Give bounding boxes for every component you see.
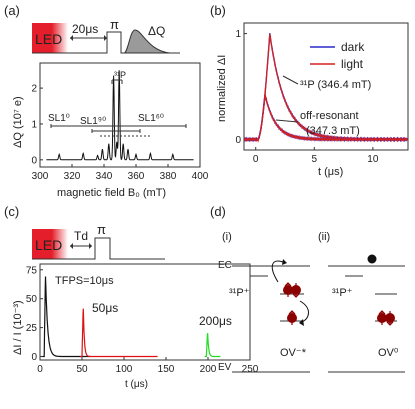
plot-b-frame bbox=[243, 22, 409, 151]
ov0-label: OV⁰ bbox=[378, 347, 399, 359]
energy-diagram: (i) (ii) EC EV ³¹P⁺ OV⁻* ³¹P⁺ OV⁰ bbox=[218, 231, 405, 373]
dq-label: ΔQ bbox=[148, 24, 165, 38]
delay-label: 20μs bbox=[72, 22, 98, 36]
x-tick-label: 10 bbox=[367, 154, 379, 165]
panel-label-b: (b) bbox=[210, 3, 226, 18]
annotation-50us: 50μs bbox=[92, 301, 118, 315]
panel-label-c: (c) bbox=[4, 204, 19, 219]
y-tick-label: 1 bbox=[235, 29, 241, 40]
ov-star-label: OV⁻* bbox=[280, 347, 307, 359]
led-label-c: LED bbox=[35, 237, 62, 253]
plot-c-xlabel: t (μs) bbox=[125, 379, 148, 390]
plot-b-legend: dark light bbox=[310, 40, 365, 71]
x-tick-label: 250 bbox=[242, 364, 259, 375]
annotation-31p: ³¹P bbox=[114, 70, 126, 80]
annotation-tfps: TFPS=10μs bbox=[55, 275, 114, 287]
x-tick-label: 100 bbox=[116, 364, 133, 375]
p-label-i: ³¹P⁺ bbox=[229, 287, 250, 299]
annotation-31p-field: ³¹P (346.4 mT) bbox=[300, 79, 371, 91]
plot-a: 300 320 340 360 380 400 0 1 2 ΔQ (10⁷ e) magneti… bbox=[12, 62, 209, 199]
x-tick-label: 150 bbox=[158, 364, 175, 375]
td-label: Td bbox=[74, 229, 88, 243]
plot-b: 0 5 10 0 1 normalized ΔI t (μs) dark light ³… bbox=[216, 22, 409, 178]
plot-c-ylabel: ΔI / I (10⁻³) bbox=[12, 300, 24, 355]
legend-light: light bbox=[341, 57, 364, 71]
plot-a-xlabel: magnetic field B₀ (mT) bbox=[57, 187, 166, 199]
label-i: (i) bbox=[222, 231, 232, 243]
plot-c-frame bbox=[39, 263, 251, 361]
panel-label-d: (d) bbox=[210, 204, 226, 219]
series-200us bbox=[204, 333, 221, 358]
annotation-offres-1: off-resonant bbox=[300, 110, 359, 122]
x-tick-label: 50 bbox=[76, 364, 88, 375]
y-tick-label: 0 bbox=[31, 155, 37, 166]
label-ii: (ii) bbox=[318, 231, 330, 243]
dq-pulse bbox=[123, 29, 171, 54]
x-tick-label: 200 bbox=[200, 364, 217, 375]
plot-b-ylabel: normalized ΔI bbox=[216, 55, 228, 122]
annotation-sl10: SL1⁰ bbox=[48, 113, 70, 124]
x-tick-label: 0 bbox=[253, 154, 259, 165]
y-tick-label: 50 bbox=[26, 294, 38, 305]
legend-dark: dark bbox=[341, 40, 365, 54]
label-ec: EC bbox=[218, 260, 232, 271]
plot-a-ylabel: ΔQ (10⁷ e) bbox=[12, 96, 24, 148]
pulse-scheme-c: LED Td π bbox=[32, 222, 165, 260]
x-tick-label: 340 bbox=[96, 171, 113, 182]
plot-a-frame bbox=[39, 62, 201, 168]
series-light-off bbox=[243, 93, 408, 143]
annotation-sl190: SL1⁹⁰ bbox=[80, 116, 106, 127]
led-label: LED bbox=[35, 31, 62, 47]
pi-label: π bbox=[110, 17, 119, 32]
y-tick-label: 75 bbox=[26, 265, 38, 276]
y-tick-label: 0 bbox=[235, 135, 241, 146]
p-label-ii: ³¹P⁺ bbox=[332, 287, 353, 299]
led-pulse-c bbox=[32, 229, 68, 259]
x-tick-label: 320 bbox=[64, 171, 81, 182]
pulse-scheme-a: LED 20μs π ΔQ bbox=[32, 17, 180, 54]
y-tick-label: 0 bbox=[31, 352, 37, 363]
y-tick-label: 1 bbox=[31, 119, 37, 130]
free-electron bbox=[367, 254, 377, 264]
series-50us bbox=[80, 308, 158, 358]
led-pulse bbox=[32, 23, 68, 53]
label-ev: EV bbox=[218, 362, 232, 373]
panel-label-a: (a) bbox=[4, 3, 20, 18]
x-tick-label: 300 bbox=[32, 171, 49, 182]
x-tick-label: 400 bbox=[192, 171, 209, 182]
plot-b-xlabel: t (μs) bbox=[318, 166, 343, 178]
annotation-sl160: SL1⁶⁰ bbox=[138, 113, 164, 124]
x-tick-label: 380 bbox=[160, 171, 177, 182]
y-tick-label: 2 bbox=[31, 84, 37, 95]
x-tick-label: 360 bbox=[128, 171, 145, 182]
annotation-200us: 200μs bbox=[199, 314, 232, 328]
plot-c: 0 50 100 150 200 250 0 25 50 75 ΔI / I (10⁻³) t (… bbox=[12, 263, 259, 390]
pi-label-c: π bbox=[97, 222, 106, 237]
x-tick-label: 0 bbox=[37, 364, 43, 375]
plot-a-trace bbox=[46, 70, 194, 161]
y-tick-label: 25 bbox=[26, 323, 38, 334]
x-tick-label: 5 bbox=[312, 154, 318, 165]
annotation-offres-2: (347.3 mT) bbox=[306, 125, 360, 137]
